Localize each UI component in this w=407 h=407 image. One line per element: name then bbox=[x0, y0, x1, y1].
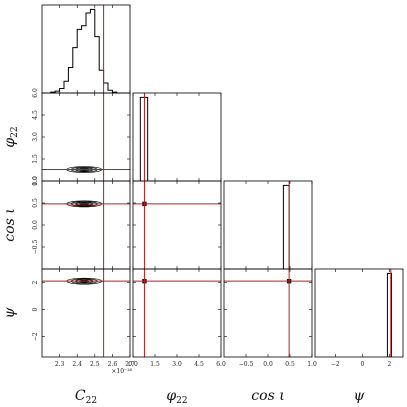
x-tick-label-cosiota: 0.0 bbox=[263, 361, 273, 368]
y-tick-label-cosiota: 0.0 bbox=[32, 220, 39, 230]
x-tick-label-C22: 2.5 bbox=[90, 361, 100, 368]
y-tick-label-phi22: 6.0 bbox=[32, 88, 39, 98]
x-tick-label-C22: 2.4 bbox=[72, 361, 82, 368]
panel-frame bbox=[132, 180, 222, 270]
panel-frame bbox=[223, 268, 313, 358]
y-axis-label-cosiota: cos ι bbox=[2, 208, 18, 241]
histogram-C22 bbox=[42, 8, 130, 94]
panel-cosiota-psi bbox=[223, 268, 313, 358]
y-tick-label-cosiota: 1.0 bbox=[32, 176, 39, 186]
panel-C22-cosiota bbox=[41, 180, 131, 270]
x-tick-label-phi22: 6.0 bbox=[216, 361, 226, 368]
panel-frame bbox=[41, 180, 131, 270]
histogram-psi bbox=[386, 272, 392, 357]
x-tick-label-phi22: 0.0 bbox=[128, 361, 138, 368]
x-axis-label-cosiota: cos ι bbox=[251, 388, 284, 404]
x-axis-multiplier: ×10⁻²⁶ bbox=[111, 368, 132, 375]
histogram-cosiota bbox=[282, 184, 290, 269]
y-tick-label-psi: −2 bbox=[32, 332, 39, 341]
x-tick-label-C22: 2.7 bbox=[125, 361, 135, 368]
y-tick-label-phi22: 0.0 bbox=[32, 176, 39, 186]
x-tick-label-cosiota: −0.5 bbox=[239, 361, 254, 368]
y-tick-label-phi22: 3.0 bbox=[32, 132, 39, 142]
y-axis-label-psi: ψ bbox=[2, 306, 18, 318]
y-tick-label-cosiota: −0.5 bbox=[32, 240, 39, 255]
x-tick-label-psi: −2 bbox=[331, 361, 340, 368]
panel-frame-hist-phi22 bbox=[132, 92, 222, 182]
x-tick-label-phi22: 3.0 bbox=[172, 361, 182, 368]
y-tick-label-phi22: 1.5 bbox=[32, 154, 39, 164]
y-tick-label-cosiota: 0.5 bbox=[32, 198, 39, 208]
y-tick-label-psi: 0 bbox=[32, 308, 39, 312]
x-tick-label-C22: 2.6 bbox=[108, 361, 118, 368]
panel-phi22-psi bbox=[132, 268, 222, 358]
x-tick-label-psi: 0 bbox=[360, 361, 364, 368]
panel-frame bbox=[41, 268, 131, 358]
x-tick-label-phi22: 4.5 bbox=[194, 361, 204, 368]
y-tick-label-phi22: 4.5 bbox=[32, 110, 39, 120]
x-axis-label-phi22: φ22 bbox=[166, 388, 187, 406]
y-axis-label-phi22: φ22 bbox=[2, 126, 20, 147]
x-tick-label-phi22: 1.5 bbox=[150, 361, 160, 368]
x-tick-label-cosiota: 1.0 bbox=[307, 361, 317, 368]
panel-frame-hist-psi bbox=[314, 268, 404, 358]
panel-C22-psi bbox=[41, 268, 131, 358]
x-tick-label-psi: 2 bbox=[388, 361, 392, 368]
panel-frame-hist-cosiota bbox=[223, 180, 313, 270]
x-tick-label-C22: 2.3 bbox=[55, 361, 65, 368]
panel-phi22-cosiota bbox=[132, 180, 222, 270]
panel-C22-phi22 bbox=[41, 92, 131, 182]
y-tick-label-psi: 2 bbox=[32, 280, 39, 284]
x-tick-label-cosiota: 0.5 bbox=[285, 361, 295, 368]
x-axis-label-psi: ψ bbox=[354, 388, 366, 404]
x-axis-label-C22: C22 bbox=[75, 388, 97, 406]
